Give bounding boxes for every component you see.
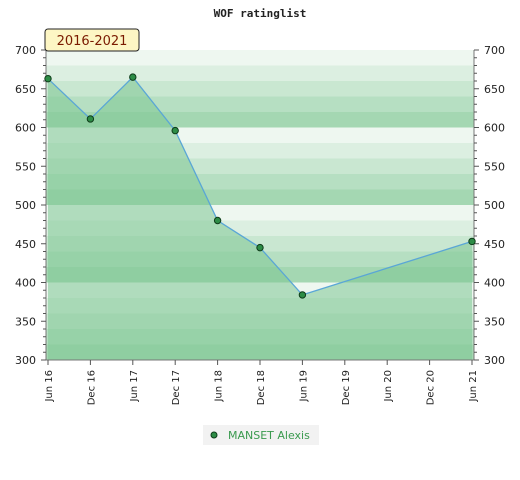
y-tick-label-left-500: 500 (15, 199, 36, 212)
series-area (48, 77, 472, 360)
x-tick-label-8: Jun 20 (383, 370, 394, 403)
data-point-dec-17 (171, 126, 179, 135)
data-point-jun-16 (44, 74, 52, 83)
y-tick-label-left-600: 600 (15, 122, 36, 135)
data-point-jun-18 (213, 216, 222, 225)
data-point-dec-18 (256, 243, 264, 252)
y-tick-label-right-350: 350 (484, 315, 505, 328)
y-tick-label-left-700: 700 (15, 44, 36, 57)
y-tick-label-right-400: 400 (484, 277, 505, 290)
x-tick-label-0: Jun 16 (44, 370, 55, 403)
legend[interactable]: MANSET Alexis (203, 425, 319, 445)
y-tick-label-left-350: 350 (15, 315, 36, 328)
y-tick-label-right-700: 700 (484, 44, 505, 57)
y-tick-label-right-600: 600 (484, 122, 505, 135)
x-tick-label-5: Dec 18 (256, 370, 267, 405)
y-tick-label-right-450: 450 (484, 238, 505, 251)
x-tick-label-10: Jun 21 (468, 370, 479, 403)
y-tick-label-right-550: 550 (484, 160, 505, 173)
legend-marker (210, 431, 218, 439)
y-tick-label-right-300: 300 (484, 354, 505, 367)
band-660 (46, 65, 474, 81)
y-tick-label-right-650: 650 (484, 83, 505, 96)
band-680 (46, 50, 474, 66)
data-point-jun-17 (129, 73, 137, 81)
y-tick-label-left-450: 450 (15, 238, 36, 251)
x-tick-label-7: Dec 19 (341, 370, 352, 405)
band-640 (46, 81, 474, 97)
y-tick-label-left-550: 550 (15, 160, 36, 173)
period-badge: 2016-2021 (44, 28, 140, 52)
data-point-jun-21 (468, 237, 476, 246)
period-badge-label: 2016-2021 (57, 34, 128, 49)
chart-title: WOF ratinglist (214, 7, 307, 20)
x-tick-label-9: Dec 20 (426, 370, 437, 405)
area-layer (48, 77, 472, 360)
data-point-jun-19 (298, 291, 307, 299)
series-line (47, 76, 473, 296)
x-tick-label-2: Jun 17 (129, 370, 140, 403)
data-point-dec-16 (86, 115, 95, 123)
x-tick-label-6: Jun 19 (298, 370, 309, 403)
x-tick-label-4: Jun 18 (214, 370, 225, 403)
period-badge-box (44, 28, 140, 52)
y-tick-label-left-650: 650 (15, 83, 36, 96)
y-tick-label-left-300: 300 (15, 354, 36, 367)
legend-box (203, 425, 319, 445)
x-tick-label-1: Dec 16 (86, 370, 97, 405)
axis-ticks: 300 300 350 350 400 400 450 450 500 500 550 550 600 6… (15, 44, 505, 405)
x-tick-label-3: Dec 17 (171, 370, 182, 405)
y-tick-label-right-500: 500 (484, 199, 505, 212)
legend-label: MANSET Alexis (228, 429, 310, 442)
points-layer (44, 73, 476, 299)
line-layer (47, 76, 473, 296)
y-tick-label-left-400: 400 (15, 277, 36, 290)
